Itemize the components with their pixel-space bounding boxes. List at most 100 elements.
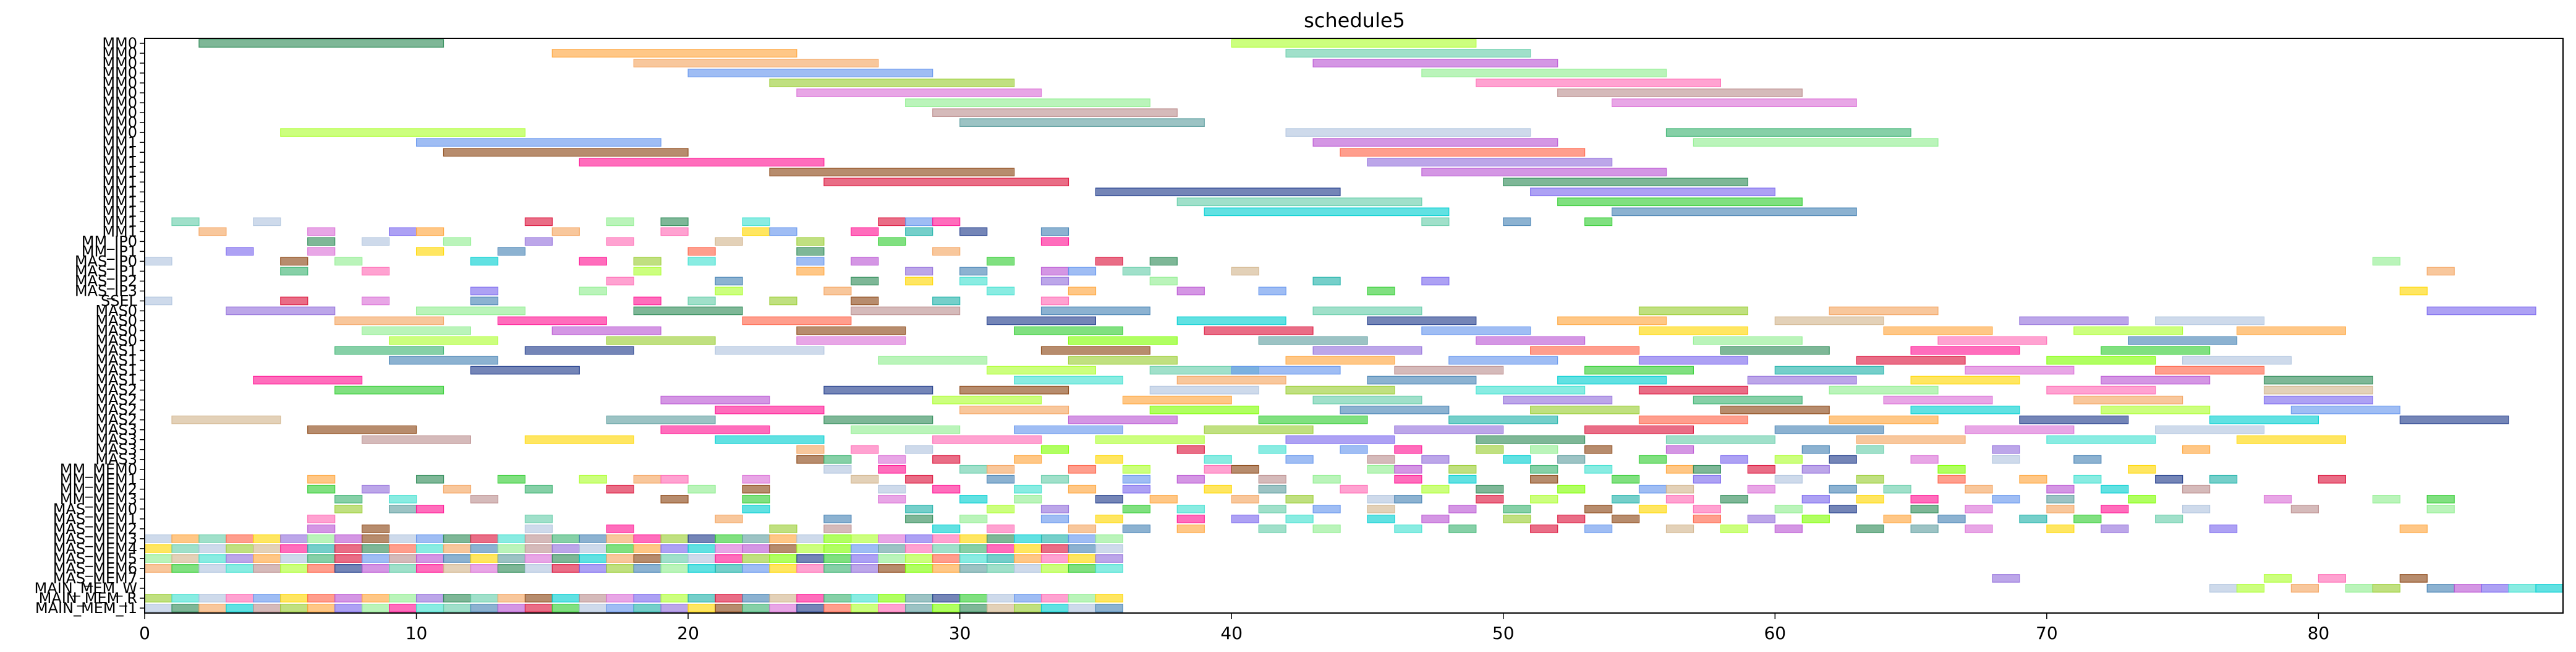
task-bar (551, 564, 580, 573)
task-bar (1285, 356, 1395, 365)
task-bar (1367, 455, 1395, 464)
task-bar (1231, 39, 1477, 48)
task-bar (1176, 316, 1286, 325)
task-bar (1367, 375, 1477, 385)
task-bar (2046, 504, 2075, 513)
task-bar (796, 237, 825, 246)
task-bar (1068, 524, 1097, 533)
task-bar (443, 594, 472, 603)
y-tick-label: MAS_IP3 (75, 282, 137, 299)
task-bar (1095, 534, 1124, 543)
task-bar (905, 504, 933, 513)
task-bar (1774, 504, 1803, 513)
task-bar (769, 296, 797, 306)
task-bar (932, 108, 1178, 117)
task-bar (1312, 504, 1341, 513)
y-tick-label: MM0 (102, 35, 137, 52)
y-tick-label: SSEL (101, 292, 138, 309)
task-bar (171, 554, 200, 563)
task-bar (171, 415, 281, 424)
task-bar (253, 544, 281, 553)
task-bar (2182, 484, 2211, 494)
task-bar (742, 604, 770, 612)
task-bar (1040, 514, 1069, 523)
task-bar (878, 484, 906, 494)
task-bar (1013, 484, 1042, 494)
task-bar (361, 564, 390, 573)
task-bar (1992, 574, 2020, 583)
task-bar (1774, 455, 1803, 464)
task-bar (280, 296, 308, 306)
task-bar (415, 534, 444, 543)
y-tick-label: MAS3 (95, 451, 137, 468)
task-bar (171, 604, 200, 612)
task-bar (388, 336, 498, 345)
task-bar (905, 277, 933, 286)
task-bar (715, 554, 743, 563)
task-bar (1638, 385, 1748, 395)
task-bar (1584, 504, 1613, 513)
task-bar (2399, 524, 2428, 533)
bars-layer (144, 39, 2564, 612)
task-bar (1557, 88, 1803, 97)
task-bar (415, 138, 661, 147)
task-bar (144, 594, 172, 603)
y-tick-label: MM0 (102, 124, 137, 141)
task-bar (959, 405, 1069, 414)
task-bar (1638, 356, 1748, 365)
task-bar (878, 465, 906, 474)
task-bar (1367, 494, 1395, 504)
task-bar (1095, 257, 1124, 266)
task-bar (1013, 544, 1042, 553)
task-bar (2318, 574, 2346, 583)
task-bar (1829, 385, 1939, 395)
task-bar (1693, 336, 1803, 345)
task-bar (470, 564, 499, 573)
task-bar (1285, 385, 1395, 395)
task-bar (606, 554, 634, 563)
task-bar (307, 564, 336, 573)
task-bar (660, 494, 689, 504)
task-bar (1965, 504, 1993, 513)
task-bar (361, 435, 471, 444)
chart-title: schedule5 (1304, 9, 1405, 32)
y-tick-label: MM1 (102, 183, 137, 200)
task-bar (606, 415, 716, 424)
task-bar (1312, 59, 1558, 67)
y-tick-label: MM1 (102, 213, 137, 230)
task-bar (606, 277, 634, 286)
task-bar (986, 554, 1015, 563)
y-tick-label: MAS_IP1 (75, 262, 137, 280)
task-bar (932, 604, 961, 612)
task-bar (470, 286, 499, 296)
task-bar (769, 554, 797, 563)
task-bar (1013, 594, 1042, 603)
task-bar (2345, 584, 2373, 593)
task-bar (1883, 514, 1911, 523)
task-bar (1258, 286, 1286, 296)
task-bar (1530, 187, 1775, 197)
task-bar (1638, 326, 1748, 335)
task-bar (878, 494, 906, 504)
task-bar (1421, 514, 1450, 523)
task-bar (144, 544, 172, 553)
task-bar (986, 604, 1015, 612)
task-bar (851, 604, 879, 612)
task-bar (1612, 207, 1857, 217)
task-bar (2182, 445, 2211, 454)
task-bar (1040, 474, 1069, 484)
task-bar (742, 554, 770, 563)
task-bar (1340, 445, 1368, 454)
task-bar (851, 227, 879, 236)
task-bar (1421, 217, 1450, 226)
task-bar (1231, 514, 1259, 523)
task-bar (986, 465, 1015, 474)
task-bar (2101, 346, 2211, 355)
task-bar (715, 594, 743, 603)
task-bar (1584, 445, 1613, 454)
task-bar (1204, 326, 1314, 335)
task-bar (823, 594, 852, 603)
task-bar (1937, 336, 2047, 345)
task-bar (551, 534, 580, 543)
task-bar (1040, 534, 1069, 543)
